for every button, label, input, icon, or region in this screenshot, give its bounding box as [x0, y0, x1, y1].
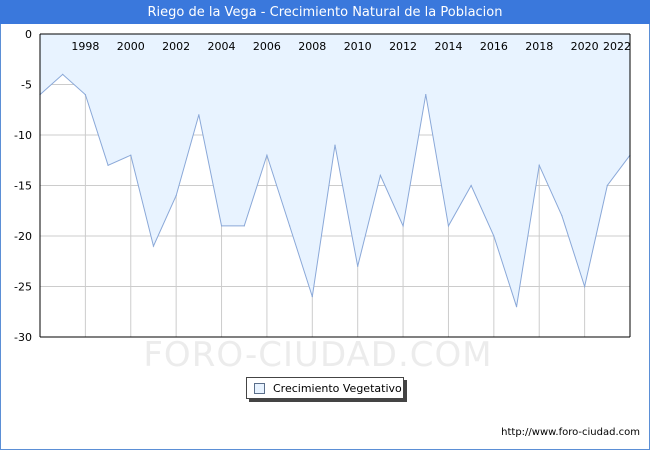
data-point — [107, 164, 109, 166]
data-point — [447, 225, 450, 227]
axes — [39, 33, 631, 338]
data-point — [220, 225, 223, 227]
chart-canvas: FORO-CIUDAD.COM 1998 2000 2002 2004 2006 2008… — [14, 28, 631, 375]
area-fill — [40, 34, 630, 307]
data-point — [379, 174, 381, 176]
data-point — [515, 306, 518, 308]
data-point — [130, 154, 132, 156]
x-tick-label: 2004 — [208, 40, 236, 53]
y-tick-label: -15 — [14, 180, 32, 193]
data-point — [311, 296, 313, 298]
data-point — [561, 215, 563, 217]
data-point — [198, 114, 200, 116]
data-point — [538, 164, 540, 166]
watermark-text: FORO-CIUDAD.COM — [143, 335, 492, 375]
chart-title: Riego de la Vega - Crecimiento Natural d… — [0, 0, 650, 24]
x-tick-label: 1998 — [71, 40, 99, 53]
data-point — [357, 265, 359, 267]
y-tick-label: -30 — [14, 331, 32, 344]
x-tick-label: 2022 — [603, 40, 631, 53]
x-tick-label: 2020 — [571, 40, 599, 53]
y-tick-label: -25 — [14, 281, 32, 294]
data-point — [84, 94, 86, 96]
data-point — [402, 225, 404, 227]
y-tick-label: -20 — [14, 230, 32, 243]
source-credit: http://www.foro-ciudad.com — [501, 427, 640, 438]
x-tick-label: 2010 — [344, 40, 372, 53]
data-point — [266, 154, 268, 156]
legend: Crecimiento Vegetativo — [246, 377, 404, 399]
x-tick-label: 2018 — [525, 40, 553, 53]
x-tick-label: 2006 — [253, 40, 281, 53]
x-tick-label: 2000 — [117, 40, 145, 53]
data-point — [584, 285, 586, 288]
data-point — [243, 225, 245, 227]
x-tick-label: 2014 — [434, 40, 462, 53]
data-point — [606, 184, 608, 187]
y-axis-ticks: 0 -5 -10 -15 -20 -25 -30 — [14, 28, 32, 344]
y-tick-label: -10 — [14, 129, 32, 142]
data-point — [334, 144, 336, 146]
legend-swatch — [254, 382, 265, 394]
data-point — [425, 94, 427, 96]
legend-label: Crecimiento Vegetativo — [273, 381, 402, 395]
data-point — [175, 195, 177, 197]
data-point — [470, 184, 472, 187]
data-point — [62, 73, 64, 75]
data-point — [289, 225, 291, 227]
data-point — [493, 235, 495, 237]
data-point — [152, 245, 155, 247]
y-tick-label: 0 — [25, 28, 32, 41]
y-tick-label: -5 — [21, 79, 32, 92]
area-series — [39, 34, 631, 308]
x-tick-label: 2012 — [389, 40, 417, 53]
x-tick-label: 2002 — [162, 40, 190, 53]
x-axis-ticks: 1998 2000 2002 2004 2006 2008 2010 2012 2014 2016… — [71, 40, 631, 53]
x-tick-label: 2016 — [480, 40, 508, 53]
x-tick-label: 2008 — [298, 40, 326, 53]
